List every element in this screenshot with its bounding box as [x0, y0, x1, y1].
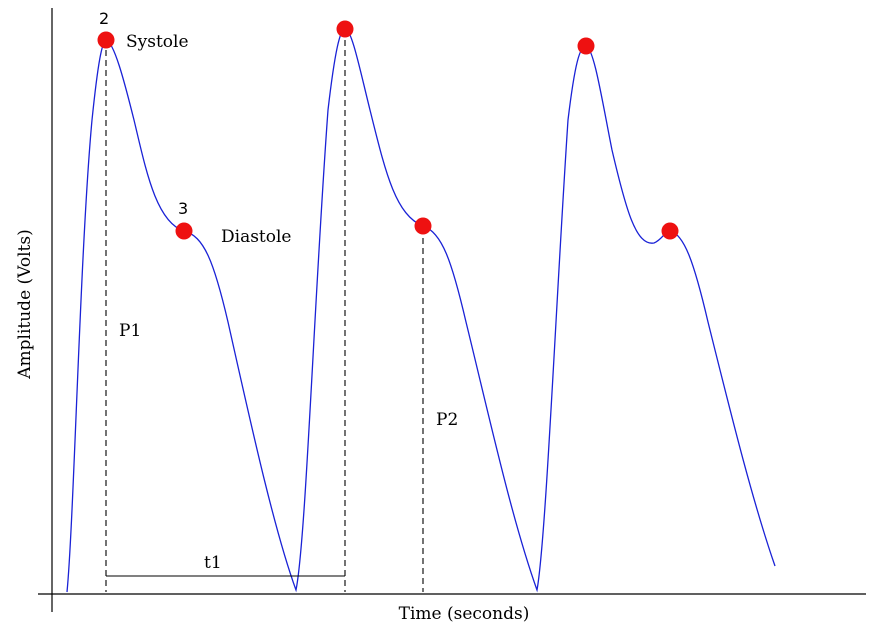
- p1-label: P1: [119, 321, 141, 341]
- systole-peak-2-marker: [336, 20, 354, 38]
- diastole-peak-3-marker: [661, 222, 679, 240]
- point-3-label: 3: [178, 199, 188, 218]
- diastole-peak-1-marker: [175, 222, 193, 240]
- pulse-waveform: [66, 27, 776, 593]
- diastole-peak-2-marker: [414, 217, 432, 235]
- systole-peak-3-marker: [577, 37, 595, 55]
- p2-label: P2: [436, 410, 458, 430]
- diastole-label: Diastole: [221, 227, 292, 247]
- systole-label: Systole: [126, 32, 189, 52]
- systole-peak-1-marker: [97, 31, 115, 49]
- y-axis-title: Amplitude (Volts): [15, 229, 35, 380]
- x-axis-title: Time (seconds): [399, 604, 530, 624]
- t1-label: t1: [204, 553, 222, 573]
- point-2-label: 2: [99, 9, 109, 28]
